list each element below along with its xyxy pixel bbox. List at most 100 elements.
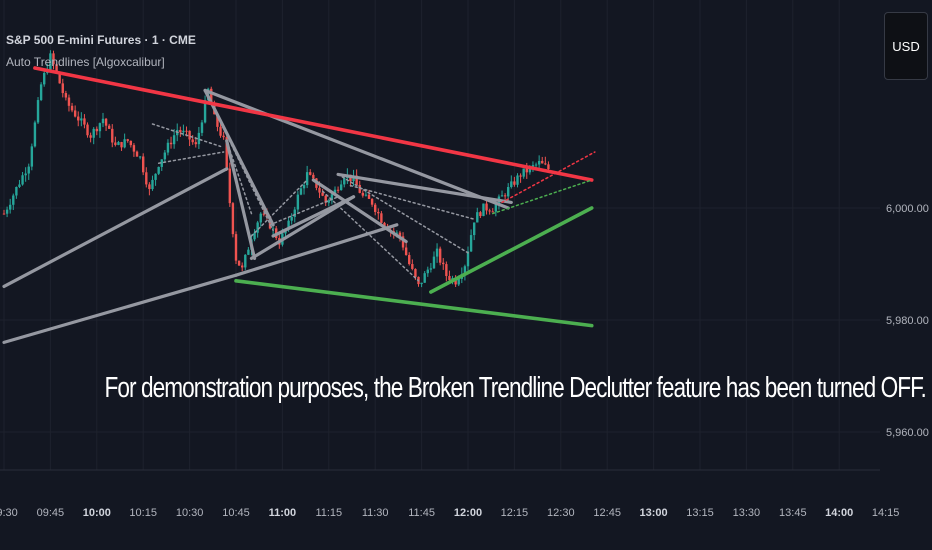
candle-body <box>55 64 58 73</box>
broken-trendline <box>234 223 399 277</box>
candle-body <box>404 247 408 256</box>
candle-body <box>500 195 504 197</box>
candle-body <box>225 137 228 169</box>
annotation-text: For demonstration purposes, the Broken T… <box>104 372 927 404</box>
candle-body <box>203 100 207 123</box>
candle-body <box>343 178 346 185</box>
candle-body <box>157 166 160 174</box>
broken-trendline <box>225 139 257 260</box>
candle-body <box>296 194 300 210</box>
broken-trendline <box>269 196 339 226</box>
candle-body <box>191 139 194 143</box>
broken-trendline <box>249 195 356 260</box>
candle-body <box>169 142 173 145</box>
candle-body <box>513 181 516 185</box>
candle-body <box>107 125 111 129</box>
candle-body <box>476 212 479 223</box>
candle-body <box>457 278 460 285</box>
candle-body <box>166 142 170 153</box>
time-tick-label: 11:15 <box>315 507 342 519</box>
time-tick-label: 10:30 <box>176 507 204 519</box>
candle-body <box>83 118 86 125</box>
candle-body <box>401 236 405 248</box>
candle-body <box>423 273 426 283</box>
candle-body <box>414 268 417 277</box>
currency-button[interactable]: USD <box>884 12 928 80</box>
candle-body <box>86 124 89 136</box>
candle-body <box>528 166 532 173</box>
candle-body <box>380 213 383 223</box>
candle-body <box>302 185 306 189</box>
candle-body <box>507 187 510 197</box>
candle-body <box>491 211 494 213</box>
candle-body <box>172 135 176 145</box>
broken-trendline <box>271 195 356 238</box>
candle-body <box>445 264 448 276</box>
candle-body <box>70 105 74 111</box>
broken-trendline <box>2 167 229 288</box>
broken-trendline <box>203 88 510 210</box>
candle-body <box>448 275 451 281</box>
candle-body <box>148 184 151 190</box>
candle-body <box>541 160 544 164</box>
candle-body <box>516 175 519 185</box>
broken-trendline <box>157 151 225 164</box>
candle-body <box>24 173 27 176</box>
price-tick-label: 5,980.00 <box>886 315 929 327</box>
candle-body <box>49 53 52 70</box>
candle-body <box>253 232 256 240</box>
trendlines-layer <box>2 66 596 344</box>
candle-body <box>8 204 12 210</box>
broken-trendline <box>311 178 408 244</box>
candle-body <box>234 234 238 261</box>
candle-body <box>64 93 68 98</box>
candle-body <box>411 264 414 269</box>
time-tick-label: 13:15 <box>686 507 714 519</box>
time-tick-label: 11:45 <box>408 507 435 519</box>
candle-body <box>154 173 157 180</box>
candle-body <box>383 222 386 227</box>
time-tick-label: 12:00 <box>454 507 482 519</box>
time-tick-label: 13:45 <box>779 507 807 519</box>
candle-body <box>163 152 167 160</box>
candle-body <box>33 122 37 147</box>
candle-body <box>324 195 327 203</box>
candle-body <box>479 212 482 217</box>
candle-body <box>197 132 201 145</box>
candle-body <box>182 130 185 133</box>
candle-body <box>126 139 129 141</box>
candle-body <box>244 254 247 268</box>
candle-body <box>222 135 225 138</box>
candle-body <box>472 222 476 236</box>
candle-body <box>210 88 213 105</box>
candle-body <box>466 251 470 267</box>
candle-body <box>519 175 522 177</box>
candle-body <box>15 186 18 196</box>
candle-body <box>534 164 538 166</box>
candle-body <box>135 151 139 157</box>
candle-body <box>318 187 321 193</box>
candle-body <box>117 142 120 145</box>
time-tick-label: 14:15 <box>872 507 900 519</box>
time-axis: 09:30 09:45 10:00 10:15 10:30 10:45 11:00 11:15… <box>0 469 932 550</box>
candle-body <box>67 97 71 106</box>
candle-body <box>537 160 541 165</box>
candle-body <box>73 110 77 117</box>
candle-body <box>544 163 547 165</box>
candle-body <box>61 83 64 94</box>
time-tick-label: 12:45 <box>593 507 621 519</box>
candle-body <box>12 195 15 205</box>
candle-body <box>200 122 204 133</box>
candle-body <box>228 168 232 204</box>
candle-body <box>454 278 457 285</box>
time-tick-label: 13:00 <box>640 507 668 519</box>
candle-body <box>420 282 423 285</box>
candle-body <box>2 213 6 215</box>
candle-body <box>151 179 154 190</box>
candle-body <box>408 255 411 265</box>
candle-body <box>367 194 371 199</box>
time-tick-label: 10:00 <box>83 507 111 519</box>
candle-body <box>398 232 402 237</box>
